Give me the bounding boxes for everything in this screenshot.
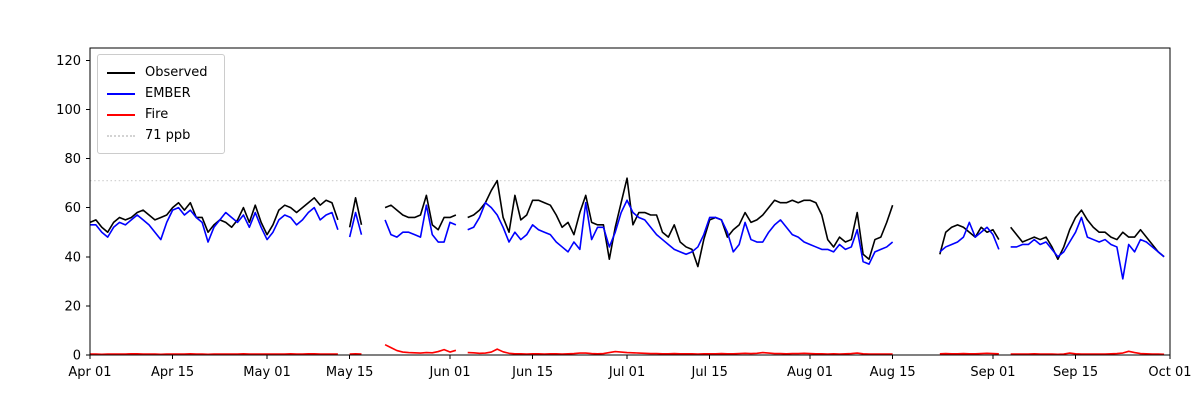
y-tick-label: 40 [64, 250, 81, 265]
legend-swatch-dotted-line-icon [107, 134, 135, 137]
y-tick-label: 100 [56, 103, 81, 118]
legend-swatch-line-icon [107, 113, 135, 116]
plot-border [89, 47, 1171, 356]
x-tick-label: Aug 01 [787, 365, 833, 380]
legend-swatch-line-icon [107, 92, 135, 95]
legend-label: EMBER [145, 86, 191, 101]
legend-item-ember: EMBER [107, 83, 214, 104]
y-tick-label: 120 [56, 54, 81, 69]
legend-label: Fire [145, 107, 169, 122]
x-tick-label: May 01 [243, 365, 291, 380]
legend-item-observed: Observed [107, 62, 214, 83]
x-tick-label: Jul 01 [608, 365, 645, 380]
y-tick-label: 0 [73, 349, 81, 364]
legend: Observed EMBER Fire 71 ppb [97, 54, 225, 154]
legend-label: Observed [145, 65, 208, 80]
x-tick-label: Sep 15 [1053, 365, 1098, 380]
legend-swatch-line-icon [107, 71, 135, 74]
ember-line [90, 199, 1165, 280]
legend-item-71-ppb: 71 ppb [107, 125, 214, 146]
y-tick-label: 60 [64, 201, 81, 216]
x-tick-label: Apr 15 [151, 365, 194, 380]
x-tick-label: Apr 01 [68, 365, 111, 380]
x-tick-label: Aug 15 [870, 365, 916, 380]
x-tick-label: Sep 01 [970, 365, 1015, 380]
observed-line [89, 177, 1165, 268]
x-tick-label: Jul 15 [690, 365, 727, 380]
fire-line [90, 343, 1165, 356]
legend-label: 71 ppb [145, 128, 191, 143]
y-tick-label: 20 [64, 299, 81, 314]
x-tick-label: Oct 01 [1148, 365, 1191, 380]
x-tick-label: Jun 01 [429, 365, 471, 380]
x-tick-label: Jun 15 [511, 365, 553, 380]
y-tick-label: 80 [64, 152, 81, 167]
legend-item-fire: Fire [107, 104, 214, 125]
x-tick-label: May 15 [326, 365, 374, 380]
